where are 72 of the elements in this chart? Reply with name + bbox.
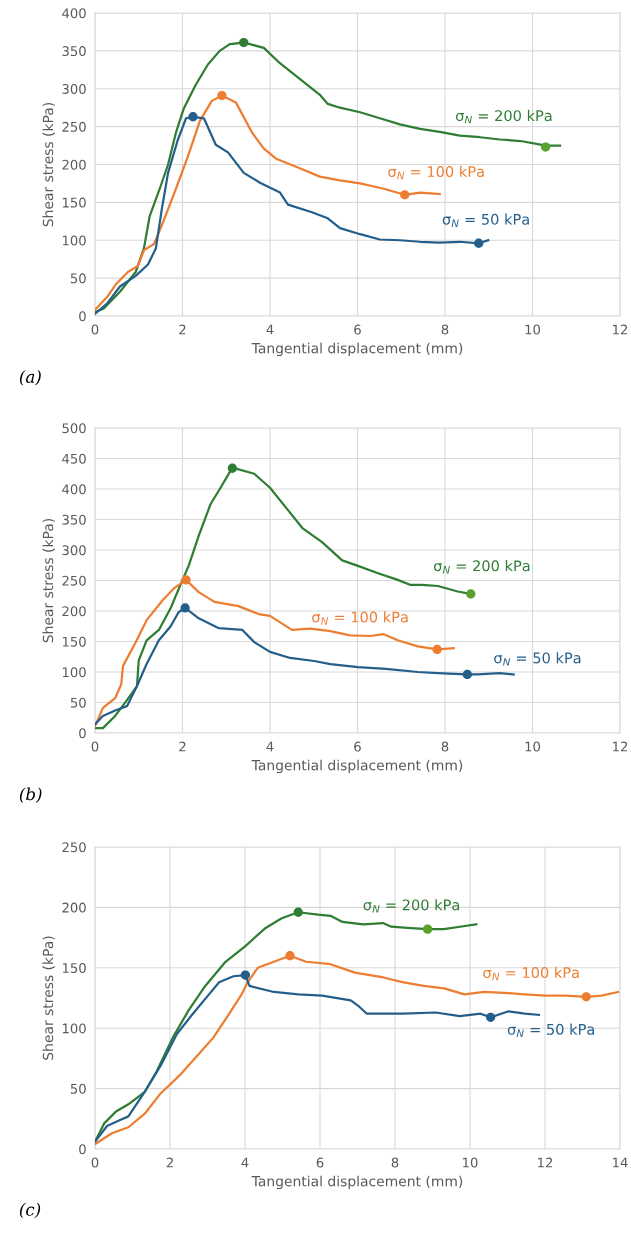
x-tick-label: 10 <box>525 324 541 335</box>
y-tick-label: 250 <box>62 842 86 853</box>
x-tick-label: 4 <box>266 324 274 335</box>
y-tick-label: 100 <box>62 235 86 246</box>
y-tick-label: 50 <box>70 697 86 708</box>
x-tick-label: 8 <box>441 324 449 335</box>
point <box>227 463 238 473</box>
y-tick-label: 300 <box>62 83 86 94</box>
y-tick-label: 200 <box>62 902 86 913</box>
x-tick-label: 4 <box>266 741 274 752</box>
x-axis-title: Tangential displacement (mm) <box>251 342 463 357</box>
x-tick-label: 8 <box>441 741 449 752</box>
y-tick-label: 50 <box>70 273 86 284</box>
text: (a) <box>19 370 41 386</box>
y-tick-label: 0 <box>79 728 86 739</box>
x-tick-label: 12 <box>538 1157 553 1168</box>
y-axis-title: Shear stress (kPa) <box>42 102 55 227</box>
x-tick-label: 2 <box>166 1157 173 1168</box>
y-tick-label: 200 <box>62 606 86 617</box>
text: (c) <box>19 1202 41 1219</box>
y-axis-title: Shear stress (kPa) <box>42 518 55 643</box>
series-label: σ$_{N}$ = 200 kPa <box>456 109 552 124</box>
y-tick-label: 0 <box>79 311 86 322</box>
series-label: σ$_{N}$ = 100 kPa <box>312 611 408 625</box>
y-tick-label: 100 <box>62 1023 86 1034</box>
series-label: σ$_{N}$ = 50 kPa <box>507 1023 594 1038</box>
y-tick-label: 400 <box>62 484 86 495</box>
series-label: σ$_{N}$ = 100 kPa <box>388 165 484 180</box>
y-tick-label: 150 <box>62 963 86 973</box>
x-tick-label: 0 <box>91 741 99 752</box>
x-tick-label: 8 <box>391 1157 399 1168</box>
y-tick-label: 250 <box>62 575 86 586</box>
series-label: σ$_{N}$ = 200 kPa <box>363 899 460 913</box>
y-tick-label: 350 <box>62 46 86 57</box>
series-label: σ$_{N}$ = 50 kPa <box>442 213 529 227</box>
y-tick-label: 500 <box>62 423 86 434</box>
y-tick-label: 250 <box>62 121 86 132</box>
x-tick-label: 2 <box>179 741 186 752</box>
x-tick-label: 0 <box>91 324 99 335</box>
y-tick-label: 50 <box>70 1083 86 1094</box>
y-axis-title: Shear stress (kPa) <box>42 936 55 1060</box>
x-tick-label: 0 <box>91 1157 99 1168</box>
x-axis-title: Tangential displacement (mm) <box>251 1175 463 1190</box>
y-tick-label: 150 <box>62 636 86 647</box>
y-tick-label: 350 <box>62 514 86 525</box>
x-tick-label: 6 <box>316 1157 324 1168</box>
y-tick-label: 400 <box>62 8 86 19</box>
x-tick-label: 10 <box>463 1157 478 1168</box>
y-tick-label: 300 <box>62 545 86 556</box>
x-tick-label: 4 <box>241 1157 249 1168</box>
x-tick-label: 12 <box>613 741 628 752</box>
y-tick-label: 0 <box>79 1144 86 1155</box>
x-tick-label: 14 <box>613 1157 628 1168</box>
y-tick-label: 150 <box>62 197 86 208</box>
y-tick-label: 200 <box>62 159 86 170</box>
y-tick-label: 450 <box>62 453 86 464</box>
x-tick-label: 6 <box>354 324 361 335</box>
text: (b) <box>19 787 42 803</box>
point <box>293 907 303 917</box>
x-tick-label: 2 <box>179 324 186 335</box>
x-axis-title: Tangential displacement (mm) <box>251 759 463 774</box>
x-tick-label: 6 <box>354 741 361 752</box>
x-tick-label: 12 <box>613 324 628 335</box>
point <box>239 37 249 48</box>
x-tick-label: 10 <box>525 741 541 752</box>
point <box>466 589 476 599</box>
series-label: σ$_{N}$ = 50 kPa <box>494 652 581 666</box>
point <box>540 142 551 152</box>
point <box>422 924 433 934</box>
y-tick-label: 100 <box>62 667 86 678</box>
series-label: σ$_{N}$ = 100 kPa <box>483 966 579 981</box>
series-label: σ$_{N}$ = 200 kPa <box>433 560 530 574</box>
